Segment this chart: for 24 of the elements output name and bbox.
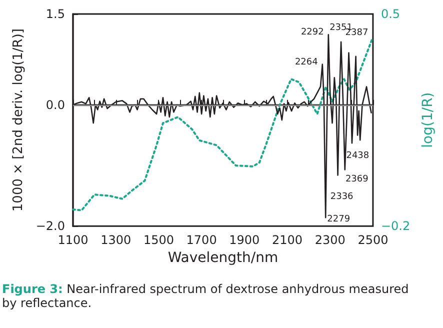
y-tick-label: −2.0	[36, 219, 65, 234]
annotation: 2438	[346, 151, 370, 162]
x-axis-title: Wavelength/nm	[168, 250, 278, 266]
y2-axis-title: log(1/R)	[420, 92, 436, 148]
y2-tick-label: −0.2	[380, 219, 410, 234]
x-tick-label: 2500	[358, 233, 388, 248]
y-axis-title: 1000 × [2nd deriv. log(1/R)]	[10, 28, 26, 212]
annotation: 2292	[300, 28, 324, 38]
caption: Figure 3: Near-infrared spectrum of dextrose anhydrous measured by reflectance.	[2, 282, 410, 310]
x-tick-label: 1700	[186, 233, 217, 248]
x-tick-label: 1300	[100, 233, 132, 248]
x-tick-label: 2100	[272, 233, 303, 248]
x-tick-label: 1100	[58, 233, 88, 248]
annotation: 2264	[294, 57, 318, 68]
y-tick-label: 1.5	[46, 7, 65, 21]
x-tick-label: 1500	[143, 233, 174, 248]
annotation: 2336	[330, 192, 354, 202]
annotation: 2369	[345, 174, 369, 185]
annotation: 2387	[345, 28, 368, 38]
x-tick-label: 1900	[229, 233, 260, 248]
x-tick-label: 2300	[314, 233, 346, 248]
y-tick-label: 0.0	[46, 98, 65, 112]
y2-tick-label: 0.5	[380, 7, 400, 21]
annotation: 2279	[327, 214, 350, 225]
